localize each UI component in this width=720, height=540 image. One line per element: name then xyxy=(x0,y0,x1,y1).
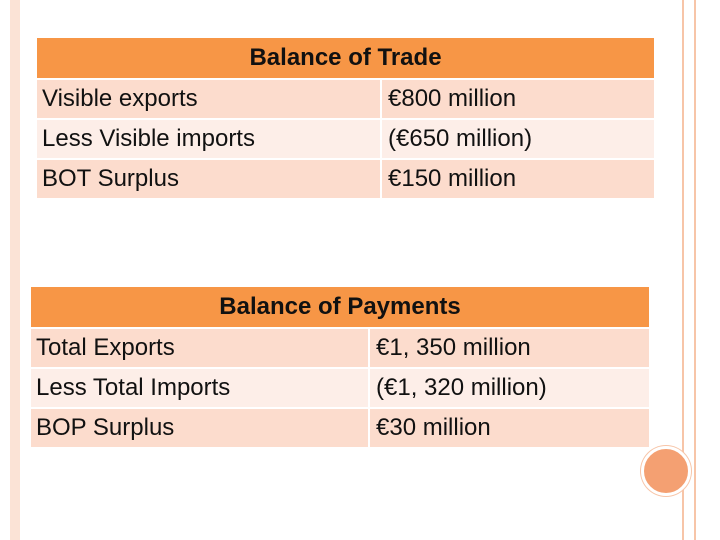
decorative-circle xyxy=(641,446,691,496)
row-value: €150 million xyxy=(380,158,655,198)
row-label: BOT Surplus xyxy=(37,158,380,198)
table-title: Balance of Trade xyxy=(37,38,655,78)
row-label: Less Total Imports xyxy=(31,367,368,407)
table-row: BOP Surplus €30 million xyxy=(31,407,649,447)
table-row: Less Visible imports (€650 million) xyxy=(37,118,655,158)
row-value: €30 million xyxy=(368,407,649,447)
row-value: €1, 350 million xyxy=(368,327,649,367)
row-value: (€1, 320 million) xyxy=(368,367,649,407)
table-row: BOT Surplus €150 million xyxy=(37,158,655,198)
balance-of-payments-table: Balance of Payments Total Exports €1, 35… xyxy=(31,287,649,447)
slide-frame-right-line xyxy=(682,0,684,540)
slide-frame-left xyxy=(10,0,20,540)
table-row: Visible exports €800 million xyxy=(37,78,655,118)
table-row: Total Exports €1, 350 million xyxy=(31,327,649,367)
table-title: Balance of Payments xyxy=(31,287,649,327)
table-row: Less Total Imports (€1, 320 million) xyxy=(31,367,649,407)
row-label: Total Exports xyxy=(31,327,368,367)
row-value: €800 million xyxy=(380,78,655,118)
row-label: Visible exports xyxy=(37,78,380,118)
balance-of-trade-table: Balance of Trade Visible exports €800 mi… xyxy=(37,38,655,198)
row-label: BOP Surplus xyxy=(31,407,368,447)
slide-frame-right-line xyxy=(694,0,696,540)
row-label: Less Visible imports xyxy=(37,118,380,158)
row-value: (€650 million) xyxy=(380,118,655,158)
